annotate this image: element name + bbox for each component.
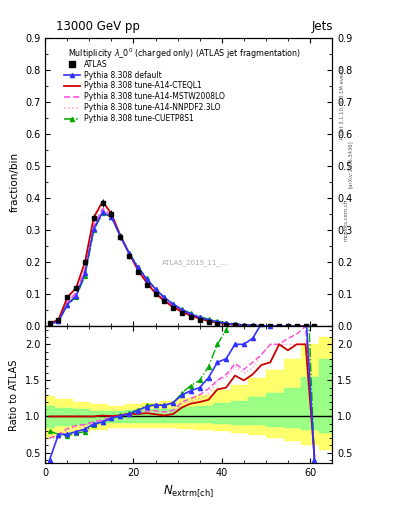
Y-axis label: Ratio to ATLAS: Ratio to ATLAS — [9, 359, 19, 431]
Text: Rivet 3.1.10, ≥ 3.1M events: Rivet 3.1.10, ≥ 3.1M events — [340, 66, 345, 139]
Text: ATLAS_2019_11_...: ATLAS_2019_11_... — [162, 260, 227, 266]
Legend: ATLAS, Pythia 8.308 default, Pythia 8.308 tune-A14-CTEQL1, Pythia 8.308 tune-A14: ATLAS, Pythia 8.308 default, Pythia 8.30… — [61, 57, 228, 126]
Text: Jets: Jets — [312, 20, 333, 33]
Text: mcplots.cern.ch: mcplots.cern.ch — [344, 199, 349, 241]
X-axis label: $N_{\rm extrm[ch]}$: $N_{\rm extrm[ch]}$ — [163, 484, 214, 500]
Text: [arXiv:1306.3436]: [arXiv:1306.3436] — [348, 140, 353, 188]
Y-axis label: fraction/bin: fraction/bin — [9, 152, 19, 212]
Text: 13000 GeV pp: 13000 GeV pp — [56, 20, 140, 33]
Text: Multiplicity $\lambda\_0^0$ (charged only) (ATLAS jet fragmentation): Multiplicity $\lambda\_0^0$ (charged onl… — [68, 47, 301, 61]
